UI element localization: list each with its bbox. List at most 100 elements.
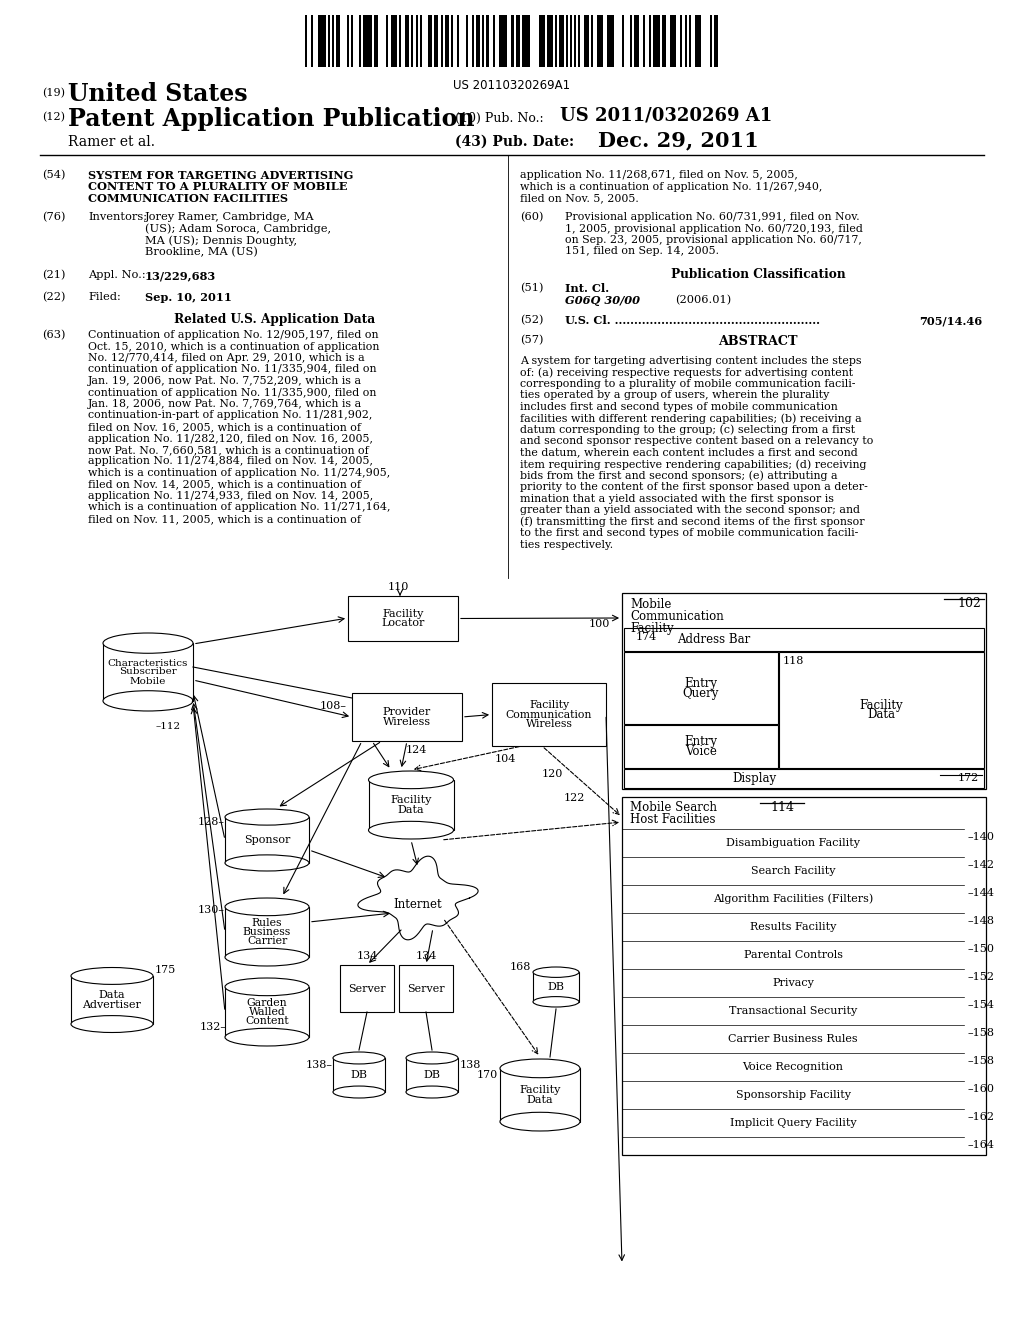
Ellipse shape: [225, 855, 309, 871]
Text: (54): (54): [42, 170, 66, 181]
Text: application No. 11/268,671, filed on Nov. 5, 2005,: application No. 11/268,671, filed on Nov…: [520, 170, 798, 180]
Text: CONTENT TO A PLURALITY OF MOBILE: CONTENT TO A PLURALITY OF MOBILE: [88, 181, 347, 193]
Text: 104: 104: [495, 754, 516, 764]
Bar: [585, 15, 589, 67]
Bar: [340, 965, 394, 1012]
Text: Server: Server: [348, 983, 386, 994]
Text: Jan. 19, 2006, now Pat. No. 7,752,209, which is a: Jan. 19, 2006, now Pat. No. 7,752,209, w…: [88, 376, 362, 385]
Bar: [607, 15, 613, 67]
Text: Entry: Entry: [684, 676, 718, 689]
Text: (2006.01): (2006.01): [675, 294, 731, 305]
Ellipse shape: [500, 1059, 580, 1077]
Bar: [653, 15, 659, 67]
Ellipse shape: [534, 968, 579, 977]
Text: 172: 172: [957, 774, 979, 783]
Bar: [225, 907, 309, 957]
Text: 132–: 132–: [200, 1022, 227, 1032]
Bar: [311, 15, 313, 67]
Bar: [522, 15, 530, 67]
Text: Parental Controls: Parental Controls: [743, 950, 843, 960]
Text: (63): (63): [42, 330, 66, 341]
Text: Implicit Query Facility: Implicit Query Facility: [730, 1118, 856, 1129]
Bar: [597, 15, 603, 67]
Text: filed on Nov. 5, 2005.: filed on Nov. 5, 2005.: [520, 193, 639, 203]
Text: Facility: Facility: [390, 795, 432, 805]
Text: on Sep. 23, 2005, provisional application No. 60/717,: on Sep. 23, 2005, provisional applicatio…: [565, 235, 862, 246]
Text: Jorey Ramer, Cambridge, MA: Jorey Ramer, Cambridge, MA: [145, 213, 314, 222]
Text: 114: 114: [770, 801, 794, 814]
Text: DB: DB: [548, 982, 564, 993]
Bar: [680, 15, 682, 67]
Bar: [689, 15, 691, 67]
Text: and second sponsor respective content based on a relevancy to: and second sponsor respective content ba…: [520, 436, 873, 446]
Text: bids from the first and second sponsors; (e) attributing a: bids from the first and second sponsors;…: [520, 471, 838, 482]
Text: 120: 120: [542, 770, 563, 779]
Text: 705/14.46: 705/14.46: [919, 315, 982, 326]
Text: Ramer et al.: Ramer et al.: [68, 135, 155, 149]
Bar: [336, 15, 340, 67]
Text: priority to the content of the first sponsor based upon a deter-: priority to the content of the first spo…: [520, 482, 868, 492]
Bar: [555, 15, 557, 67]
Ellipse shape: [103, 634, 193, 653]
Text: Data: Data: [397, 805, 424, 814]
Bar: [710, 15, 712, 67]
Text: Patent Application Publication: Patent Application Publication: [68, 107, 474, 131]
Bar: [351, 15, 353, 67]
Text: Query: Query: [683, 686, 719, 700]
Bar: [574, 15, 577, 67]
Bar: [622, 15, 624, 67]
Text: 134: 134: [356, 950, 378, 961]
Text: 134: 134: [416, 950, 436, 961]
Text: (f) transmitting the first and second items of the first sponsor: (f) transmitting the first and second it…: [520, 516, 864, 527]
Bar: [559, 15, 563, 67]
Text: mination that a yield associated with the first sponsor is: mination that a yield associated with th…: [520, 494, 834, 504]
Text: –158: –158: [968, 1028, 995, 1038]
Text: Facility: Facility: [630, 622, 674, 635]
Text: (76): (76): [42, 213, 66, 222]
Bar: [472, 15, 474, 67]
Bar: [591, 15, 593, 67]
Text: Garden: Garden: [247, 998, 288, 1007]
Text: Related U.S. Application Data: Related U.S. Application Data: [174, 313, 376, 326]
Text: Disambiguation Facility: Disambiguation Facility: [726, 838, 860, 847]
Bar: [569, 15, 572, 67]
Bar: [333, 1059, 385, 1092]
Bar: [499, 15, 507, 67]
Ellipse shape: [333, 1052, 385, 1064]
Bar: [406, 15, 410, 67]
Text: (51): (51): [520, 282, 544, 293]
Bar: [428, 15, 432, 67]
Bar: [103, 643, 193, 701]
Text: Characteristics: Characteristics: [108, 659, 188, 668]
Text: –164: –164: [968, 1140, 995, 1150]
Text: –148: –148: [968, 916, 995, 927]
Text: Facility: Facility: [529, 700, 569, 710]
Bar: [516, 15, 520, 67]
Text: ABSTRACT: ABSTRACT: [718, 335, 798, 348]
Text: Data: Data: [526, 1094, 553, 1105]
Text: No. 12/770,414, filed on Apr. 29, 2010, which is a: No. 12/770,414, filed on Apr. 29, 2010, …: [88, 352, 365, 363]
Bar: [685, 15, 687, 67]
Bar: [328, 15, 330, 67]
Text: MA (US); Dennis Doughty,: MA (US); Dennis Doughty,: [145, 235, 297, 246]
Text: 151, filed on Sep. 14, 2005.: 151, filed on Sep. 14, 2005.: [565, 247, 719, 256]
Bar: [369, 780, 454, 830]
Bar: [624, 725, 778, 768]
Text: Sponsorship Facility: Sponsorship Facility: [735, 1090, 851, 1100]
Text: Internet: Internet: [393, 898, 442, 911]
Text: COMMUNICATION FACILITIES: COMMUNICATION FACILITIES: [88, 193, 288, 205]
Ellipse shape: [333, 1086, 385, 1098]
Bar: [486, 15, 488, 67]
Text: Jan. 18, 2006, now Pat. No. 7,769,764, which is a: Jan. 18, 2006, now Pat. No. 7,769,764, w…: [88, 399, 362, 409]
Bar: [511, 15, 514, 67]
Bar: [500, 1068, 580, 1122]
Text: United States: United States: [68, 82, 248, 106]
Text: Business: Business: [243, 927, 291, 937]
Text: 100: 100: [589, 619, 610, 630]
Text: 130–: 130–: [198, 906, 225, 915]
Bar: [406, 1059, 458, 1092]
Text: Subscriber: Subscriber: [119, 668, 177, 676]
Text: Address Bar: Address Bar: [677, 634, 751, 645]
Bar: [643, 15, 645, 67]
Text: the datum, wherein each content includes a first and second: the datum, wherein each content includes…: [520, 447, 858, 458]
